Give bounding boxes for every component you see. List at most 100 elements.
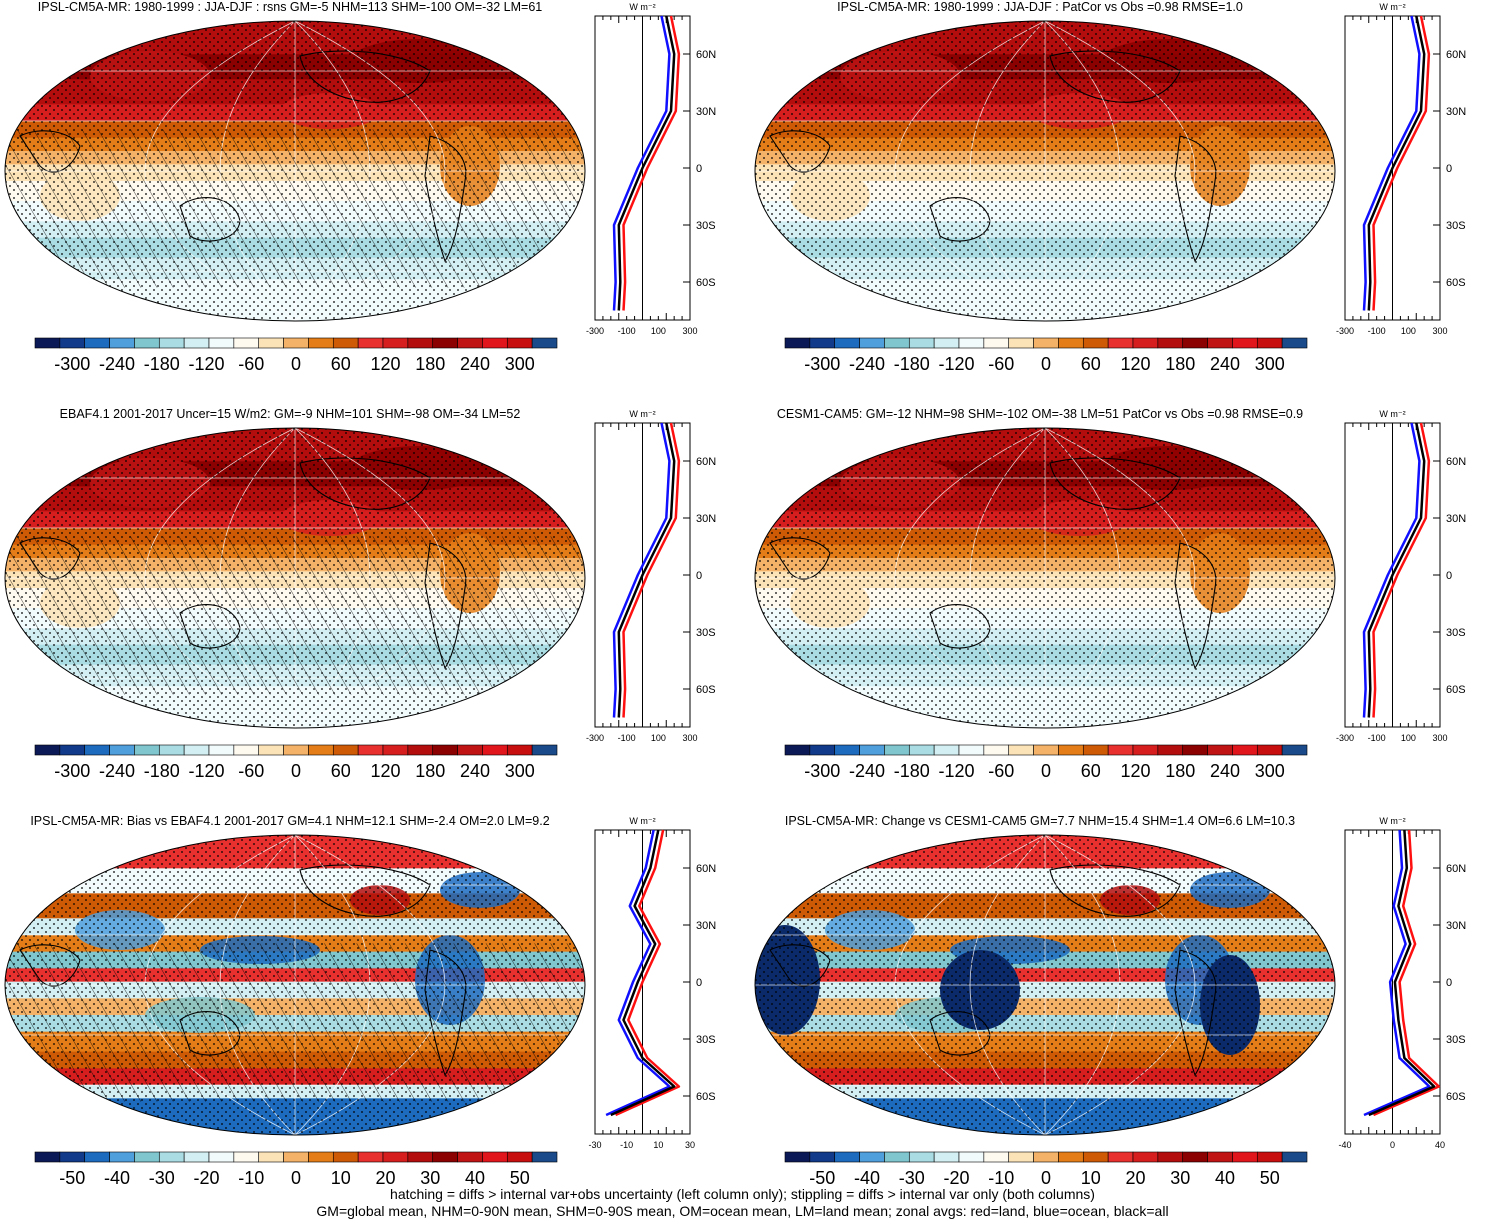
stippling: [755, 428, 1335, 728]
colorbar-label: 120: [370, 354, 400, 374]
colorbar-label: -240: [849, 354, 885, 374]
zonal-lat-label: 60N: [696, 863, 716, 875]
colorbar-label: -40: [854, 1168, 880, 1188]
colorbar-swatch: [908, 337, 935, 349]
panel-title: IPSL-CM5A-MR: Change vs CESM1-CAM5 GM=7.…: [784, 814, 1296, 828]
colorbar-label: 0: [1041, 354, 1051, 374]
zonal-lat-label: 30S: [1446, 1034, 1466, 1046]
zonal-all-line: [610, 829, 676, 1117]
zonal-x-label: 100: [651, 733, 666, 743]
zonal-lat-label: 60S: [1446, 1091, 1466, 1103]
colorbar-label: 0: [291, 354, 301, 374]
colorbar-label: -120: [188, 761, 224, 781]
map-outline: [754, 20, 1336, 322]
colorbar-swatch: [1232, 1151, 1258, 1163]
zonal-ocean-line: [612, 15, 671, 311]
zonal-ocean-line: [1362, 422, 1421, 718]
colorbar-swatch: [258, 337, 284, 349]
colorbar-swatch: [308, 744, 334, 756]
colorbar-swatch: [183, 337, 210, 349]
colorbar-swatch: [983, 744, 1010, 756]
colorbar-swatch: [1281, 337, 1308, 349]
footer-line-2: GM=global mean, NHM=0-90N mean, SHM=0-90…: [316, 1203, 1169, 1219]
colorbar-swatch: [407, 337, 434, 349]
colorbar-swatch: [1256, 744, 1283, 756]
colorbar-swatch: [432, 1151, 458, 1163]
colorbar-swatch: [208, 337, 235, 349]
zonal-lat-label: 30N: [1446, 106, 1466, 118]
zonal-plot: W m⁻² 60N 30N 0 30S 60S -300 -100 100 300: [586, 409, 716, 743]
panel-1: IPSL-CM5A-MR: 1980-1999 : JJA-DJF : rsns…: [0, 0, 742, 407]
zonal-units: W m⁻²: [1379, 2, 1405, 12]
panel-title: IPSL-CM5A-MR: 1980-1999 : JJA-DJF : rsns…: [37, 0, 543, 14]
colorbar-label: -300: [54, 761, 90, 781]
colorbar-swatch: [407, 1151, 434, 1163]
colorbar-swatch: [531, 744, 558, 756]
colorbar-swatch: [1033, 744, 1059, 756]
colorbar-label: -20: [194, 1168, 220, 1188]
colorbar-swatch: [482, 337, 508, 349]
colorbar-label: 180: [415, 354, 445, 374]
colorbar-swatch: [432, 744, 458, 756]
colorbar-swatch: [233, 744, 260, 756]
zonal-lat-label: 0: [1446, 570, 1452, 582]
zonal-lat-label: 60S: [696, 277, 716, 289]
colorbar-label: -180: [144, 761, 180, 781]
zonal-x-label: 30: [685, 1140, 695, 1150]
colorbar-swatch: [382, 1151, 409, 1163]
colorbar-label: 0: [291, 761, 301, 781]
colorbar-swatch: [84, 337, 110, 349]
colorbar-swatch: [933, 337, 960, 349]
zonal-units: W m⁻²: [629, 816, 655, 826]
colorbar-swatch: [283, 744, 309, 756]
zonal-units: W m⁻²: [629, 409, 655, 419]
panel-title: IPSL-CM5A-MR: Bias vs EBAF4.1 2001-2017 …: [30, 814, 550, 828]
colorbar-swatch: [109, 337, 135, 349]
colorbar-swatch: [332, 337, 359, 349]
panel-4: CESM1-CAM5: GM=-12 NHM=98 SHM=-102 OM=-3…: [750, 407, 1485, 814]
colorbar-label: -120: [938, 761, 974, 781]
colorbar-swatch: [357, 1151, 384, 1163]
colorbar-label: 300: [1255, 354, 1285, 374]
colorbar-label: -240: [99, 761, 135, 781]
colorbar-swatch: [958, 1151, 985, 1163]
colorbar-swatch: [834, 1151, 860, 1163]
colorbar-swatch: [258, 744, 284, 756]
colorbar-swatch: [531, 1151, 558, 1163]
colorbar-swatch: [809, 1151, 836, 1163]
colorbar-swatch: [1132, 1151, 1159, 1163]
colorbar-swatch: [84, 744, 110, 756]
colorbar-label: 60: [1081, 354, 1101, 374]
colorbar-swatch: [357, 337, 384, 349]
colorbar-label: 120: [1120, 354, 1150, 374]
colorbar: -300 -240 -180 -120 -60 0 60 120 180 240 300: [34, 337, 558, 374]
colorbar-label: -30: [899, 1168, 925, 1188]
colorbar-swatch: [1182, 337, 1208, 349]
zonal-land-line: [622, 15, 681, 311]
colorbar-swatch: [183, 1151, 210, 1163]
colorbar-swatch: [482, 744, 508, 756]
zonal-lat-label: 60S: [1446, 684, 1466, 696]
colorbar-swatch: [908, 744, 935, 756]
colorbar-label: 300: [505, 354, 535, 374]
map-plot: [754, 834, 1336, 1136]
colorbar: -300 -240 -180 -120 -60 0 60 120 180 240 300: [34, 744, 558, 781]
zonal-x-label: -100: [1368, 733, 1386, 743]
zonal-all-line: [1367, 15, 1426, 311]
panel-3: EBAF4.1 2001-2017 Uncer=15 W/m2: GM=-9 N…: [0, 407, 742, 814]
zonal-land-line: [1372, 422, 1431, 718]
colorbar-swatch: [457, 744, 483, 756]
panel-title: IPSL-CM5A-MR: 1980-1999 : JJA-DJF : PatC…: [837, 0, 1243, 14]
zonal-lat-label: 60N: [1446, 456, 1466, 468]
colorbar-swatch: [357, 744, 384, 756]
zonal-all-line: [617, 15, 676, 311]
zonal-lat-label: 30N: [1446, 920, 1466, 932]
colorbar-label: -180: [894, 354, 930, 374]
colorbar-swatch: [1132, 744, 1159, 756]
colorbar-swatch: [1082, 1151, 1109, 1163]
colorbar-swatch: [1008, 1151, 1034, 1163]
colorbar-swatch: [933, 744, 960, 756]
colorbar-swatch: [884, 744, 910, 756]
colorbar-swatch: [1256, 337, 1283, 349]
colorbar-swatch: [432, 337, 458, 349]
